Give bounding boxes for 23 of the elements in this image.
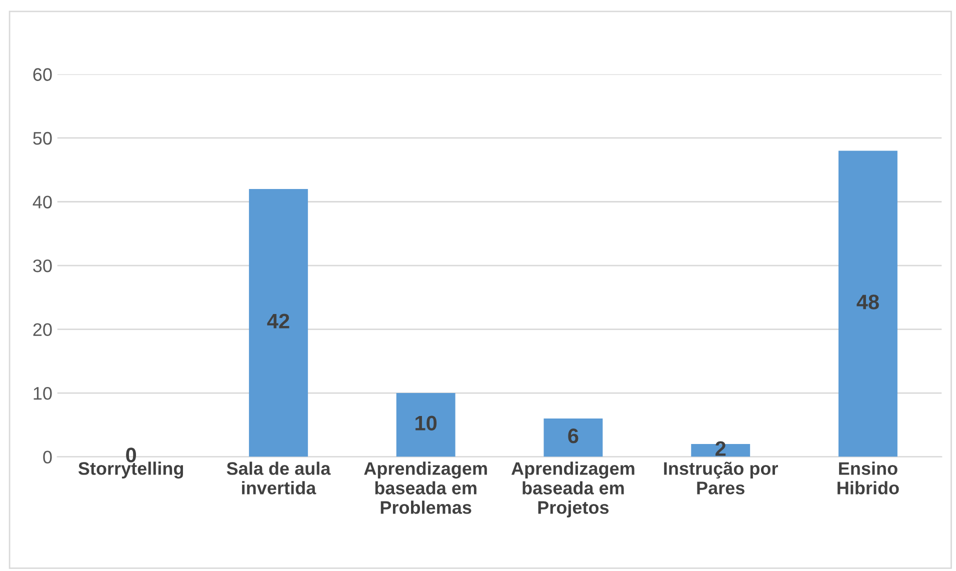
bar — [248, 189, 308, 457]
y-tick-label: 60 — [33, 68, 52, 81]
bar — [544, 418, 603, 457]
y-tick-label: 40 — [32, 196, 52, 208]
bar — [396, 393, 456, 457]
x-tick-label: Sala de aula invertida — [226, 462, 331, 494]
y-tick-label: 50 — [33, 132, 52, 145]
y-tick-label: 0 — [43, 450, 52, 464]
x-tick-label: Aprendizagem baseada em Problemas — [364, 462, 487, 514]
data-label: 10 — [416, 416, 437, 431]
bar — [838, 150, 898, 457]
y-tick-label: 10 — [34, 386, 52, 400]
data-label: 48 — [856, 294, 879, 310]
data-label: 6 — [568, 428, 578, 444]
x-tick-label: Ensino Hibrido — [838, 462, 899, 494]
y-tick-label: 30 — [33, 259, 52, 272]
data-label: 0 — [126, 448, 136, 462]
x-tick-label: Storrytelling — [78, 462, 184, 479]
data-label: 42 — [267, 314, 290, 328]
data-label: 2 — [716, 441, 726, 456]
y-tick-label: 20 — [33, 323, 52, 336]
x-tick-label: Instrução por Pares — [664, 462, 778, 494]
x-tick-label: Aprendizagem baseada em Projetos — [511, 462, 634, 518]
